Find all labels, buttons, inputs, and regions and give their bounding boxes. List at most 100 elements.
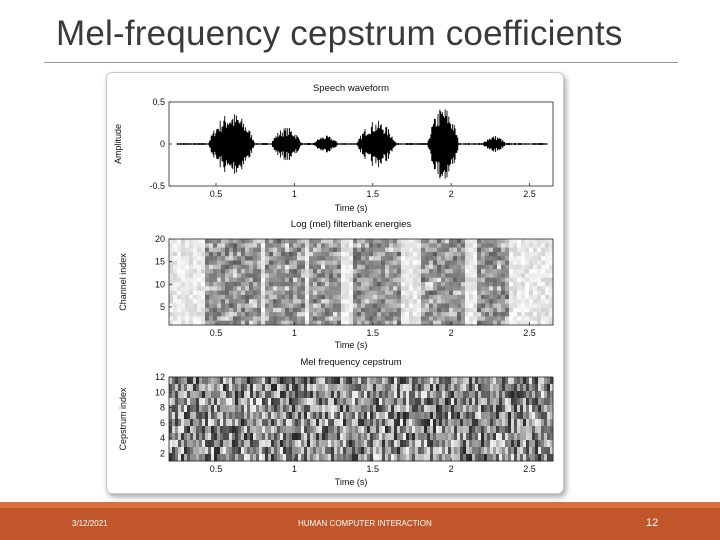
heatmap-cell bbox=[257, 256, 262, 261]
heatmap-cell bbox=[205, 391, 209, 399]
heatmap-cell bbox=[449, 243, 454, 248]
heatmap-cell bbox=[377, 256, 382, 261]
heatmap-cell bbox=[389, 282, 394, 287]
heatmap-cell bbox=[244, 377, 248, 385]
heatmap-cell bbox=[484, 426, 488, 434]
heatmap-cell bbox=[460, 447, 464, 455]
heatmap-cell bbox=[229, 299, 234, 304]
heatmap-cell bbox=[253, 433, 257, 441]
heatmap-cell bbox=[457, 290, 462, 296]
heatmap-cell bbox=[305, 312, 310, 317]
heatmap-cell bbox=[385, 264, 390, 270]
heatmap-cell bbox=[337, 447, 341, 455]
heatmap-cell bbox=[367, 419, 371, 427]
heatmap-cell bbox=[537, 294, 542, 300]
heatmap-cell bbox=[253, 405, 257, 413]
heatmap-cell bbox=[269, 303, 274, 309]
heatmap-cell bbox=[385, 447, 389, 455]
heatmap-cell bbox=[175, 454, 179, 462]
heatmap-cell bbox=[469, 312, 474, 317]
heatmap-cell bbox=[466, 447, 470, 455]
heatmap-cell bbox=[397, 447, 401, 455]
heatmap-cell bbox=[175, 419, 179, 427]
heatmap-cell bbox=[328, 405, 332, 413]
heatmap-cell bbox=[277, 243, 282, 248]
heatmap-cell bbox=[283, 433, 287, 441]
heatmap-cell bbox=[274, 454, 278, 462]
heatmap-cell bbox=[493, 320, 498, 326]
heatmap-cell bbox=[217, 282, 222, 287]
heatmap-cell bbox=[397, 312, 402, 317]
heatmap-cell bbox=[425, 312, 430, 317]
heatmap-cell bbox=[325, 243, 330, 248]
heatmap-cell bbox=[490, 384, 494, 392]
heatmap-cell bbox=[513, 239, 518, 244]
heatmap-cell bbox=[253, 454, 257, 462]
heatmap-cell bbox=[265, 405, 269, 413]
heatmap-cell bbox=[175, 398, 179, 406]
heatmap-cell bbox=[493, 454, 497, 462]
heatmap-cell bbox=[439, 405, 443, 413]
heatmap-cell bbox=[225, 239, 230, 244]
heatmap-cell bbox=[529, 273, 534, 279]
heatmap-cell bbox=[185, 307, 190, 313]
heatmap-cell bbox=[322, 384, 326, 392]
heatmap-cell bbox=[333, 316, 338, 322]
heatmap-cell bbox=[169, 426, 173, 434]
heatmap-cell bbox=[406, 405, 410, 413]
heatmap-cell bbox=[397, 320, 402, 326]
heatmap-cell bbox=[481, 398, 485, 406]
heatmap-cell bbox=[313, 290, 318, 296]
heatmap-cell bbox=[172, 384, 176, 392]
heatmap-cell bbox=[427, 454, 431, 462]
heatmap-cell bbox=[329, 290, 334, 296]
heatmap-cell bbox=[381, 260, 386, 266]
heatmap-cell bbox=[316, 426, 320, 434]
heatmap-cell bbox=[373, 316, 378, 322]
heatmap-cell bbox=[409, 426, 413, 434]
heatmap-cell bbox=[232, 433, 236, 441]
heatmap-cell bbox=[541, 243, 546, 248]
heatmap-cell bbox=[533, 312, 538, 317]
heatmap-cell bbox=[439, 384, 443, 392]
heatmap-cell bbox=[349, 419, 353, 427]
heatmap-cell bbox=[538, 412, 542, 420]
heatmap-cell bbox=[220, 419, 224, 427]
heatmap-cell bbox=[521, 312, 526, 317]
heatmap-cell bbox=[241, 320, 246, 326]
heatmap-cell bbox=[205, 260, 210, 266]
heatmap-cell bbox=[197, 269, 202, 274]
heatmap-cell bbox=[409, 251, 414, 257]
heatmap-cell bbox=[273, 243, 278, 248]
heatmap-cell bbox=[309, 273, 314, 279]
heatmap-cell bbox=[493, 294, 498, 300]
heatmap-cell bbox=[533, 269, 538, 274]
heatmap-cell bbox=[316, 384, 320, 392]
heatmap-cell bbox=[349, 294, 354, 300]
heatmap-cell bbox=[365, 282, 370, 287]
heatmap-cell bbox=[259, 398, 263, 406]
heatmap-cell bbox=[400, 440, 404, 448]
heatmap-cell bbox=[397, 303, 402, 309]
heatmap-cell bbox=[301, 256, 306, 261]
heatmap-cell bbox=[381, 277, 386, 283]
heatmap-cell bbox=[517, 391, 521, 399]
heatmap-cell bbox=[513, 251, 518, 257]
heatmap-cell bbox=[433, 433, 437, 441]
heatmap-cell bbox=[273, 307, 278, 313]
heatmap-cell bbox=[277, 391, 281, 399]
heatmap-cell bbox=[340, 447, 344, 455]
heatmap-cell bbox=[401, 251, 406, 257]
heatmap-cell bbox=[293, 303, 298, 309]
heatmap-cell bbox=[277, 286, 282, 291]
heatmap-cell bbox=[277, 294, 282, 300]
heatmap-cell bbox=[304, 454, 308, 462]
heatmap-cell bbox=[271, 391, 275, 399]
heatmap-cell bbox=[499, 440, 503, 448]
heatmap-cell bbox=[547, 454, 551, 462]
heatmap-cell bbox=[457, 384, 461, 392]
heatmap-cell bbox=[477, 294, 482, 300]
heatmap-cell bbox=[353, 260, 358, 266]
heatmap-cell bbox=[525, 277, 530, 283]
heatmap-cell bbox=[349, 247, 354, 253]
